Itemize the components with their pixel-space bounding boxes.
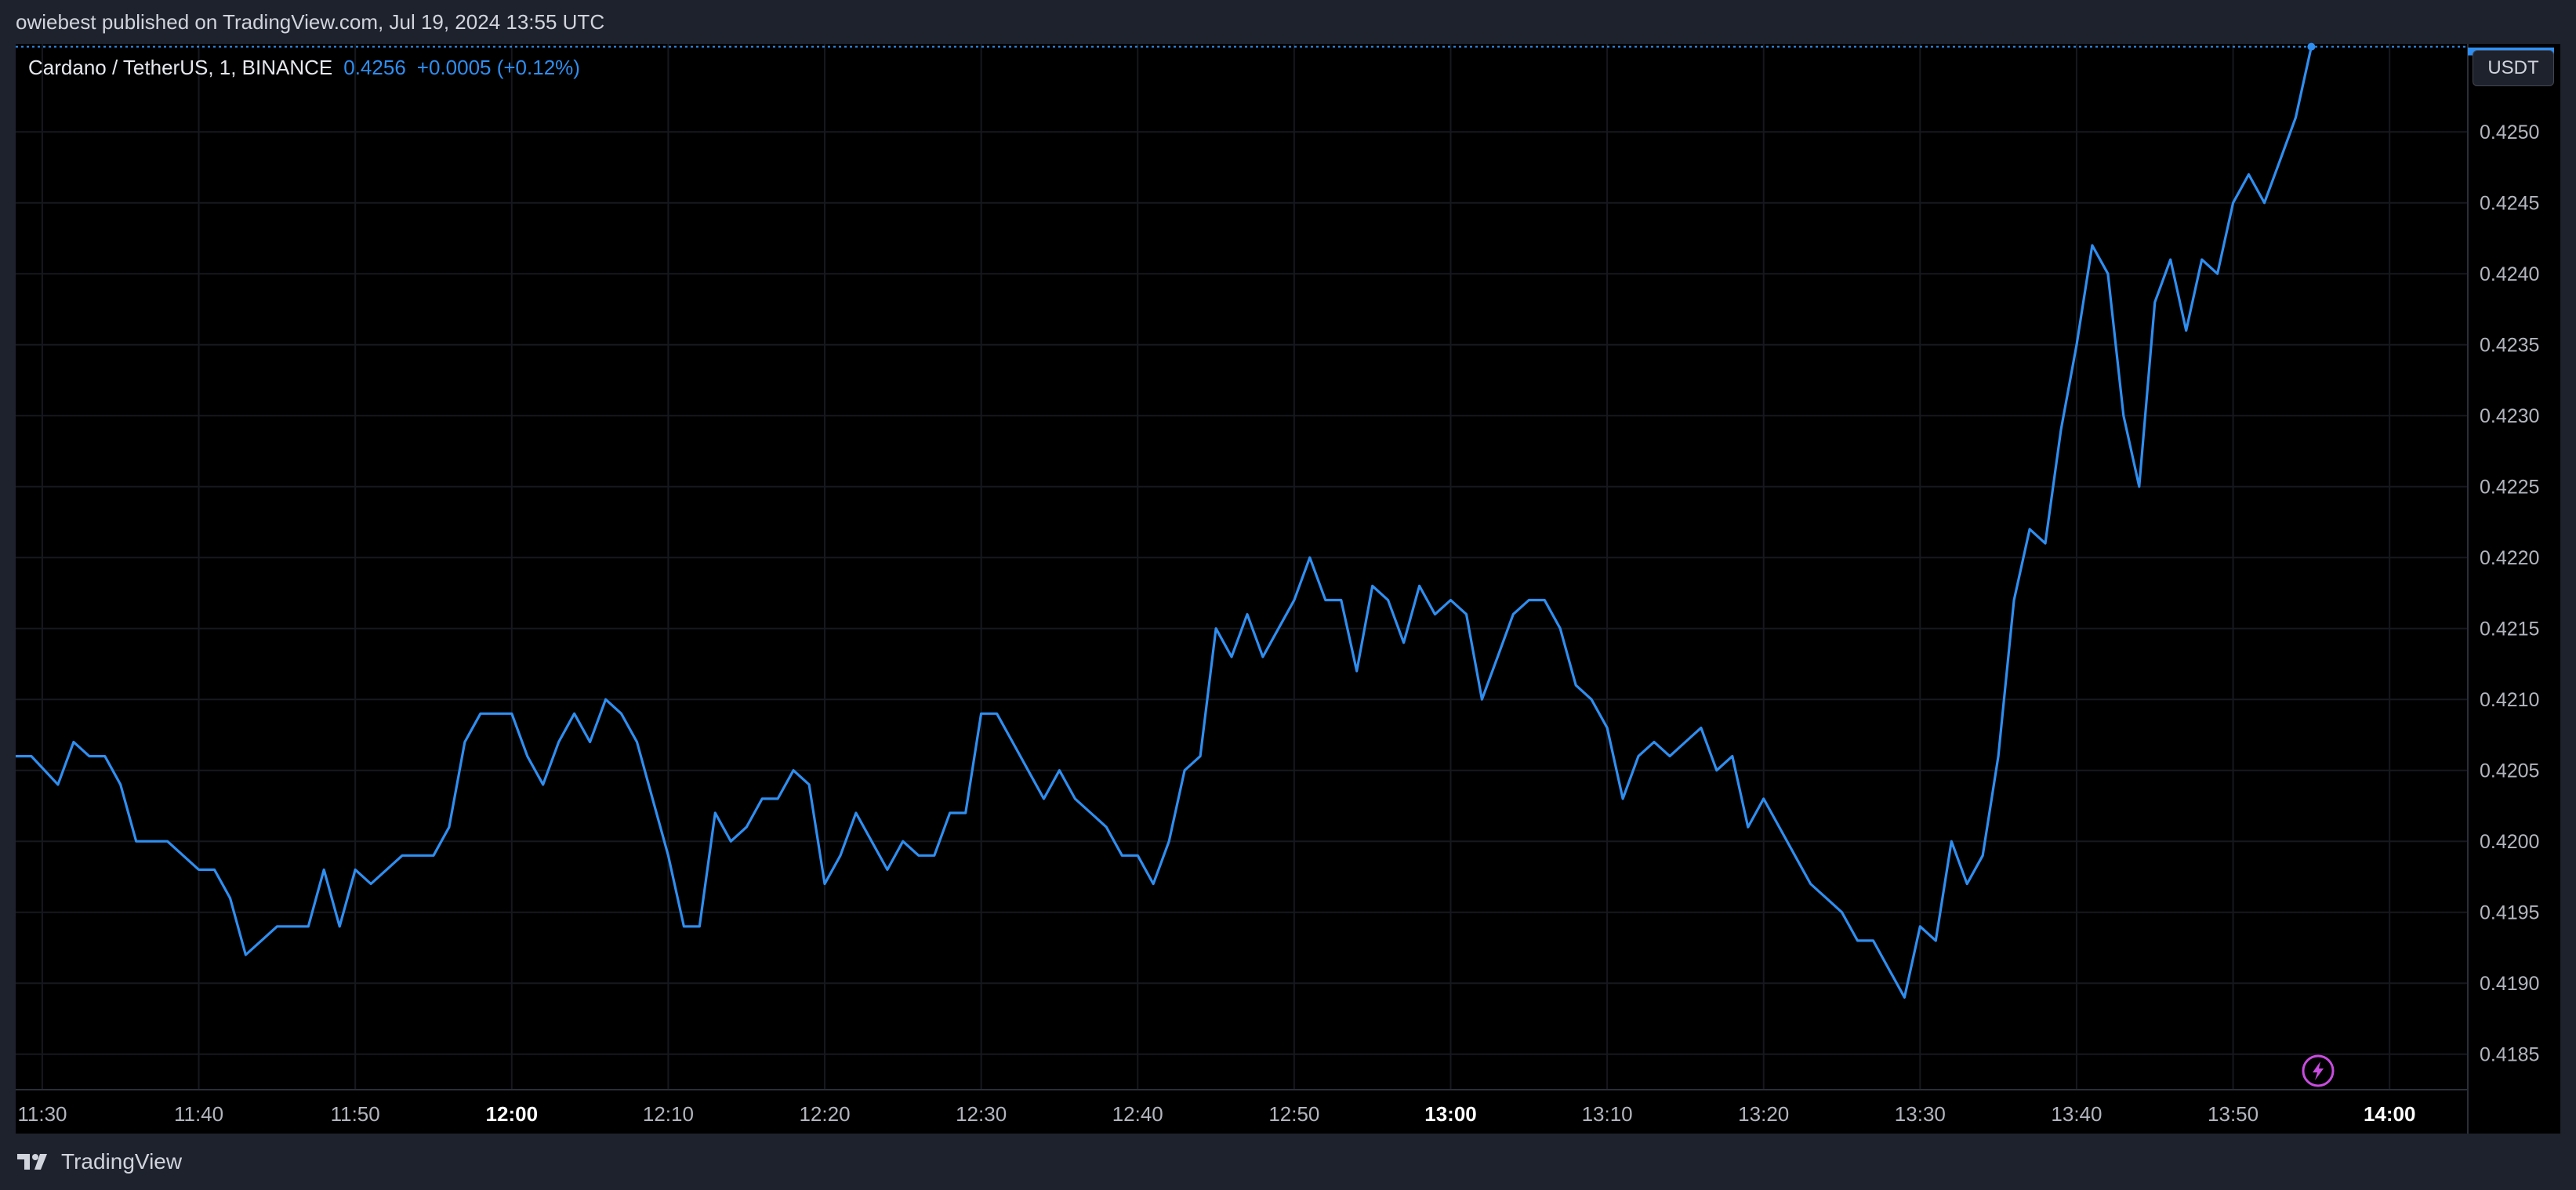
- chart-area[interactable]: [16, 44, 2560, 1134]
- price-change: +0.0005 (+0.12%): [416, 55, 580, 79]
- symbol-title[interactable]: Cardano / TetherUS, 1, BINANCE: [28, 55, 333, 79]
- footer: TradingView: [0, 1134, 2576, 1190]
- symbol-legend: Cardano / TetherUS, 1, BINANCE 0.4256 +0…: [28, 53, 580, 82]
- tradingview-logo-icon[interactable]: [17, 1152, 52, 1171]
- footer-brand[interactable]: TradingView: [61, 1149, 183, 1174]
- last-price: 0.4256: [343, 55, 406, 79]
- currency-button[interactable]: USDT: [2473, 50, 2554, 86]
- published-header: owiebest published on TradingView.com, J…: [0, 0, 2576, 44]
- published-text: owiebest published on TradingView.com, J…: [16, 9, 605, 34]
